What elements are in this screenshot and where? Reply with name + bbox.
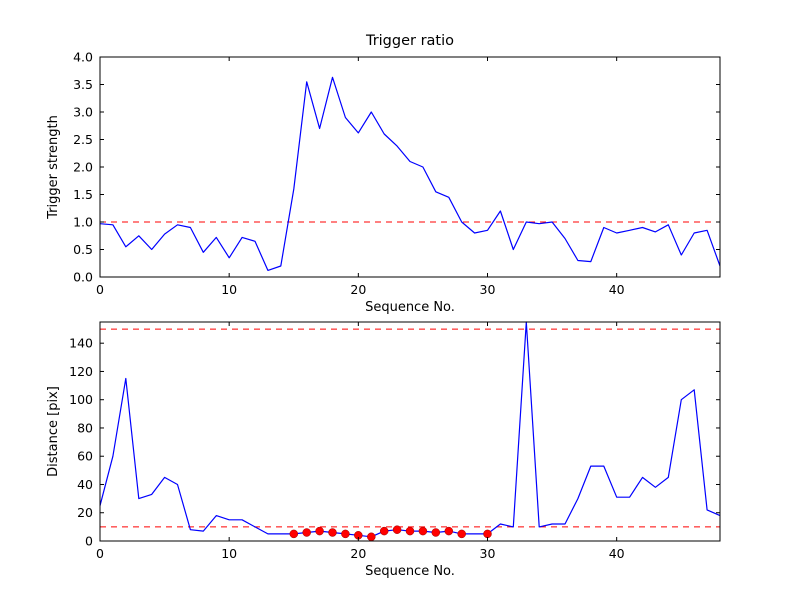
- y-tick-label: 100: [69, 392, 93, 407]
- y-tick-label: 40: [77, 477, 93, 492]
- y-tick-label: 0.0: [73, 270, 93, 285]
- x-tick-label: 10: [221, 282, 237, 297]
- plot-area: [100, 322, 720, 541]
- x-tick-label: 20: [350, 546, 366, 561]
- chart-title: Trigger ratio: [365, 33, 454, 49]
- subplot-1: 0 10 20 30 40 0.0 0.5 1.0 1.5 2.0 2.5 3.0 3.5 4.0 Trig…: [46, 33, 721, 315]
- x-tick-label: 30: [480, 546, 496, 561]
- triggered-points-marker: [431, 528, 441, 537]
- y-tick-label: 2.5: [73, 132, 93, 147]
- y-tick-label: 3.0: [73, 105, 93, 120]
- y-tick-label: 2.0: [73, 160, 93, 175]
- x-axis-label: Sequence No.: [365, 300, 455, 315]
- y-tick-label: 80: [77, 420, 93, 435]
- x-axis-label: Sequence No.: [365, 564, 455, 579]
- triggered-points-marker: [418, 526, 428, 536]
- subplot-2: 0 10 20 30 40 0 20 40 60 80 100 120 140 Sequence No. D…: [46, 321, 721, 579]
- y-tick-label: 3.5: [73, 77, 93, 92]
- y-axis-label: Distance [pix]: [46, 386, 61, 477]
- x-tick-label: 0: [96, 282, 104, 297]
- triggered-points-marker: [289, 529, 299, 539]
- triggered-points-marker: [367, 532, 376, 542]
- x-tick-label: 30: [480, 282, 496, 297]
- triggered-points-marker: [315, 526, 324, 536]
- y-axis-label: Trigger strength: [46, 115, 61, 220]
- x-tick-label: 0: [96, 546, 104, 561]
- y-tick-label: 1.5: [73, 187, 93, 202]
- y-tick-label: 0.5: [73, 242, 93, 257]
- axes-frame: [99, 321, 721, 542]
- trigger-strength-line: [99, 76, 721, 271]
- x-tick-label: 10: [221, 546, 237, 561]
- x-tick-label: 40: [609, 282, 625, 297]
- y-tick-label: 4.0: [73, 50, 93, 65]
- plot-area: [100, 57, 720, 277]
- x-tick-label: 40: [609, 546, 625, 561]
- y-tick-label: 140: [69, 336, 93, 351]
- triggered-points-marker: [328, 528, 337, 537]
- triggered-points-marker: [341, 529, 350, 539]
- y-tick-label: 1.0: [73, 215, 93, 230]
- y-tick-label: 0: [85, 534, 93, 549]
- triggered-points-marker: [392, 525, 402, 534]
- triggered-points-marker: [457, 529, 466, 539]
- triggered-points-marker: [444, 526, 454, 536]
- triggered-points-marker: [379, 526, 389, 536]
- triggered-points-marker: [483, 529, 492, 539]
- y-tick-label: 60: [77, 449, 93, 464]
- triggered-points-marker: [405, 526, 415, 536]
- triggered-points-marker: [302, 528, 311, 537]
- x-tick-label: 20: [350, 282, 366, 297]
- y-tick-label: 20: [77, 505, 93, 520]
- y-tick-label: 120: [69, 364, 93, 379]
